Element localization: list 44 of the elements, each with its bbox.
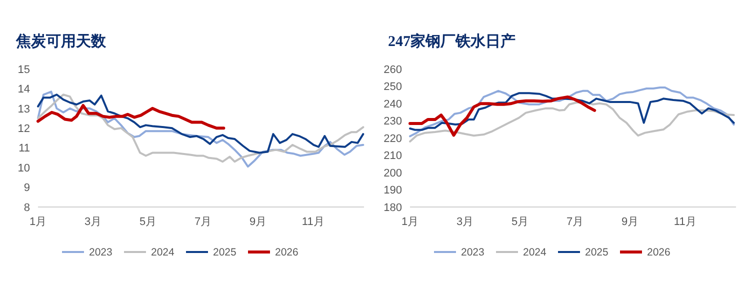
line-series — [409, 92, 735, 131]
y-tick-label: 180 — [384, 202, 402, 214]
y-tick-label: 200 — [384, 167, 402, 180]
x-tick-label: 1月 — [401, 216, 419, 228]
y-tick-label: 9 — [24, 182, 30, 194]
legend-label: 2024 — [151, 246, 175, 259]
y-tick-label: 12 — [18, 122, 30, 135]
y-tick-label: 13 — [18, 103, 30, 116]
line-series — [408, 95, 596, 137]
x-tick-label: 11月 — [302, 216, 324, 228]
y-tick-label: 14 — [18, 84, 30, 96]
y-tick-label: 220 — [384, 132, 402, 145]
x-tick-label: 5月 — [511, 216, 529, 228]
legend-label: 2023 — [461, 246, 485, 259]
y-tick-label: 250 — [384, 81, 402, 94]
y-tick-label: 230 — [384, 116, 402, 128]
x-tick-label: 3月 — [84, 216, 102, 228]
x-tick-label: 5月 — [139, 216, 157, 228]
x-tick-label: 11月 — [674, 216, 696, 228]
legend-label: 2025 — [213, 246, 237, 259]
legend-label: 2026 — [275, 246, 299, 259]
y-tick-label: 190 — [384, 184, 402, 197]
line-series — [409, 100, 735, 142]
x-tick-label: 9月 — [622, 216, 639, 228]
line-series — [36, 104, 226, 130]
x-tick-label: 9月 — [250, 216, 267, 228]
legend-label: 2023 — [89, 246, 113, 259]
x-tick-label: 7月 — [194, 216, 212, 228]
line-series — [409, 86, 735, 138]
y-tick-label: 10 — [18, 162, 30, 174]
y-tick-label: 15 — [18, 64, 30, 76]
x-tick-label: 1月 — [29, 216, 47, 228]
chart-title: 焦炭可用天数 — [15, 33, 107, 50]
x-tick-label: 7月 — [566, 216, 584, 228]
legend-label: 2025 — [585, 246, 609, 259]
legend-label: 2024 — [523, 246, 547, 259]
y-tick-label: 8 — [24, 202, 30, 214]
chart-title: 247家钢厂铁水日产 — [388, 32, 516, 50]
y-tick-label: 11 — [18, 142, 30, 155]
y-tick-label: 260 — [384, 64, 402, 76]
y-tick-label: 240 — [384, 98, 402, 110]
legend-label: 2026 — [647, 246, 671, 259]
y-tick-label: 210 — [384, 150, 402, 162]
x-tick-label: 3月 — [456, 216, 474, 228]
